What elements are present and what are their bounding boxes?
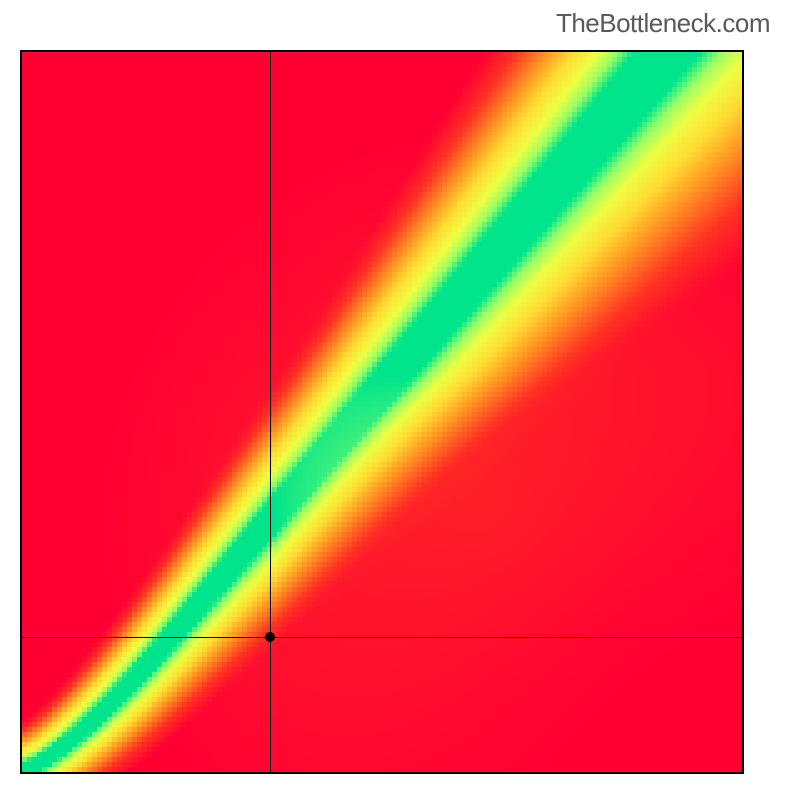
heatmap-canvas bbox=[22, 52, 742, 772]
plot-area bbox=[20, 50, 744, 774]
chart-container: TheBottleneck.com bbox=[0, 0, 800, 800]
watermark-text: TheBottleneck.com bbox=[556, 8, 770, 39]
